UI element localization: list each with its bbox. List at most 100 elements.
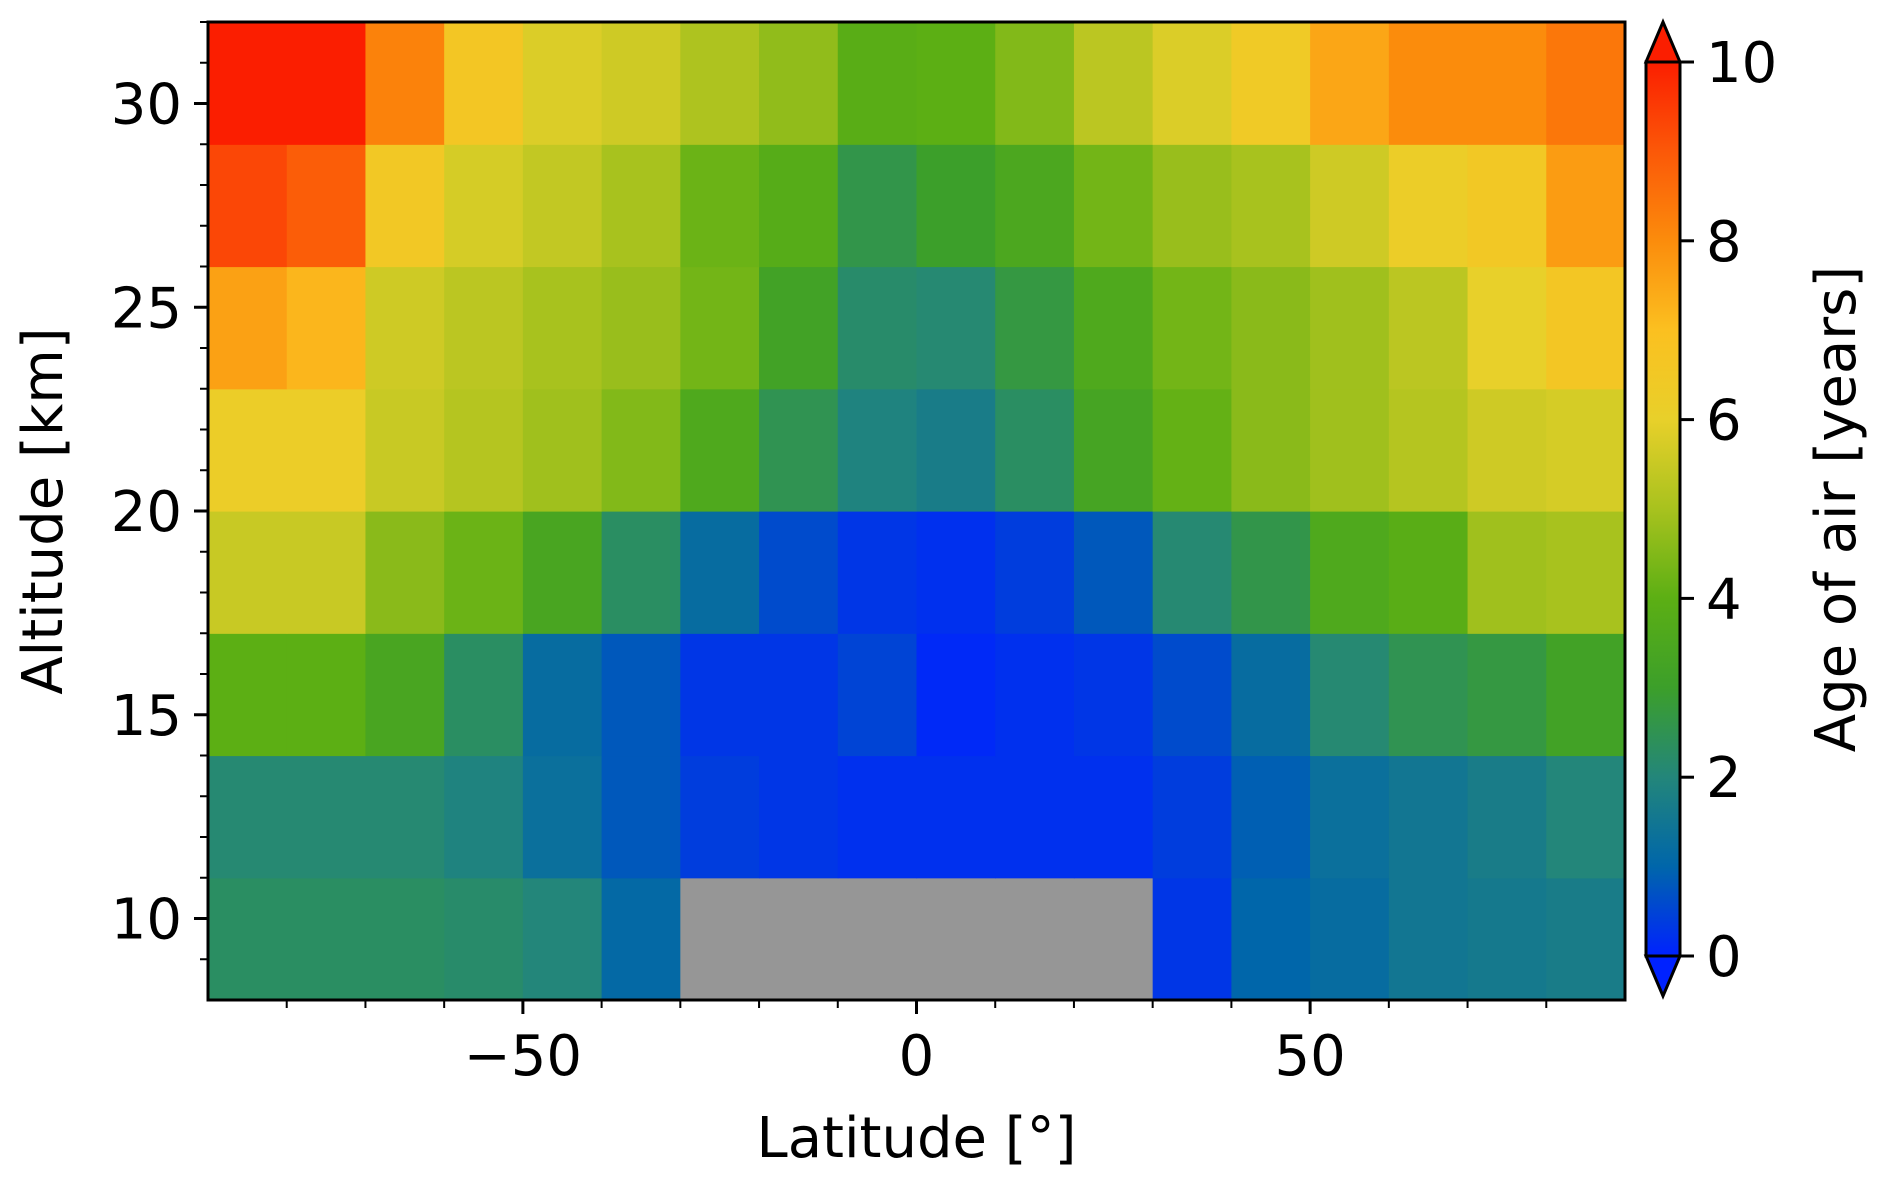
heatmap-cell — [522, 22, 603, 145]
heatmap-cell — [759, 144, 839, 268]
heatmap-cell — [601, 877, 681, 1001]
heatmap-cell — [1546, 22, 1626, 145]
heatmap-cell — [444, 877, 524, 1001]
heatmap-cell — [1310, 266, 1390, 390]
heatmap-cell — [522, 633, 603, 757]
heatmap-cell-missing — [916, 877, 996, 1001]
heatmap-cell — [286, 511, 367, 634]
heatmap-cell — [837, 266, 918, 390]
heatmap-cell — [208, 388, 288, 512]
colorbar-tick-label: 4 — [1706, 567, 1742, 632]
heatmap-cell — [759, 266, 839, 390]
colorbar-extend-max — [1643, 18, 1683, 64]
heatmap-cell — [680, 266, 760, 390]
heatmap-cell — [601, 755, 681, 879]
heatmap-cell — [916, 755, 996, 879]
heatmap-cell — [759, 388, 839, 512]
heatmap-cell — [916, 388, 996, 512]
heatmap-cell — [759, 633, 839, 757]
heatmap-cell — [837, 755, 918, 879]
heatmap-cell — [1231, 22, 1311, 145]
heatmap-cell — [522, 144, 603, 268]
x-axis-label: Latitude [°] — [757, 1106, 1077, 1171]
heatmap-cell — [1231, 388, 1311, 512]
heatmap-cell — [1467, 877, 1547, 1001]
heatmap-cell — [1546, 388, 1626, 512]
heatmap-cell — [365, 511, 445, 634]
heatmap-cell — [208, 755, 288, 879]
heatmap-cell — [522, 388, 603, 512]
heatmap-cell — [1231, 877, 1311, 1001]
heatmap-cell — [995, 633, 1075, 757]
heatmap-cell — [522, 511, 603, 634]
heatmap-cell — [759, 755, 839, 879]
heatmap-cell — [365, 388, 445, 512]
heatmap-cell — [208, 633, 288, 757]
y-tick-label: 15 — [111, 684, 182, 749]
heatmap-cell — [286, 877, 367, 1001]
heatmap-cell — [601, 633, 681, 757]
colorbar-tick-label: 8 — [1706, 210, 1742, 275]
heatmap-cell — [444, 755, 524, 879]
heatmap-cell — [1152, 144, 1232, 268]
heatmap-cell — [916, 633, 996, 757]
heatmap-cell — [995, 388, 1075, 512]
heatmap-cell — [1388, 22, 1469, 145]
heatmap-cell — [1152, 755, 1232, 879]
heatmap-cell — [1073, 144, 1154, 268]
heatmap-cell — [1467, 633, 1547, 757]
heatmap-cell — [286, 266, 367, 390]
heatmap-cell — [444, 144, 524, 268]
y-axis: 10 15 20 25 30 — [111, 21, 208, 961]
x-tick-label: −50 — [464, 1024, 582, 1089]
heatmap-cell — [1310, 22, 1390, 145]
heatmap-cell — [1231, 511, 1311, 634]
heatmap-cell — [1231, 266, 1311, 390]
x-tick-label: 0 — [899, 1024, 935, 1089]
heatmap-cell — [286, 144, 367, 268]
heatmap-cells — [208, 22, 1626, 1001]
heatmap-cell — [680, 511, 760, 634]
heatmap-cell — [208, 266, 288, 390]
heatmap-cell — [1467, 266, 1547, 390]
heatmap-cell — [601, 22, 681, 145]
heatmap-cell — [995, 511, 1075, 634]
heatmap-cell — [1152, 266, 1232, 390]
heatmap-cell — [995, 22, 1075, 145]
heatmap-cell — [1467, 755, 1547, 879]
heatmap-cell — [916, 144, 996, 268]
heatmap-cell — [680, 144, 760, 268]
heatmap-cell — [286, 22, 367, 145]
heatmap-cell — [444, 511, 524, 634]
heatmap-cell-missing — [837, 877, 918, 1001]
colorbar-tick-label: 2 — [1706, 746, 1742, 811]
y-axis-label: Altitude [km] — [11, 327, 76, 694]
heatmap-cell — [680, 388, 760, 512]
heatmap-cell — [365, 22, 445, 145]
heatmap-cell — [995, 266, 1075, 390]
heatmap-cell — [444, 22, 524, 145]
y-tick-label: 20 — [111, 480, 182, 545]
colorbar-extend-min — [1643, 954, 1683, 1000]
colorbar: 0 2 4 6 8 10 — [1643, 18, 1777, 1000]
y-tick-label: 30 — [111, 73, 182, 138]
heatmap-cell — [916, 22, 996, 145]
heatmap-cell-missing — [680, 877, 760, 1001]
heatmap-cell — [1546, 633, 1626, 757]
heatmap-cell — [1073, 22, 1154, 145]
heatmap-cell — [1152, 22, 1232, 145]
heatmap-cell — [286, 755, 367, 879]
heatmap-cell — [1546, 144, 1626, 268]
heatmap-cell — [916, 511, 996, 634]
heatmap-cell — [1546, 511, 1626, 634]
heatmap-cell — [1231, 633, 1311, 757]
y-tick-label: 25 — [111, 276, 182, 341]
heatmap-cell — [837, 633, 918, 757]
heatmap-cell — [601, 511, 681, 634]
heatmap-cell — [1231, 755, 1311, 879]
heatmap-cell — [1388, 755, 1469, 879]
heatmap-cell — [1152, 633, 1232, 757]
x-axis: −50 0 50 — [285, 1000, 1548, 1089]
heatmap-cell — [601, 144, 681, 268]
